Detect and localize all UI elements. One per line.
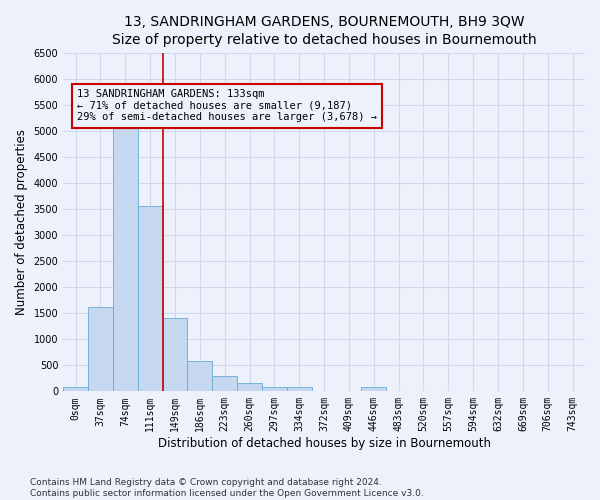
Bar: [361, 388, 386, 392]
Bar: [237, 384, 262, 392]
Bar: [138, 206, 163, 392]
Bar: [187, 360, 212, 392]
Bar: [88, 307, 113, 392]
Y-axis label: Number of detached properties: Number of detached properties: [15, 129, 28, 315]
Text: Contains HM Land Registry data © Crown copyright and database right 2024.
Contai: Contains HM Land Registry data © Crown c…: [30, 478, 424, 498]
X-axis label: Distribution of detached houses by size in Bournemouth: Distribution of detached houses by size …: [158, 437, 491, 450]
Title: 13, SANDRINGHAM GARDENS, BOURNEMOUTH, BH9 3QW
Size of property relative to detac: 13, SANDRINGHAM GARDENS, BOURNEMOUTH, BH…: [112, 15, 536, 48]
Bar: [212, 376, 237, 392]
Bar: [113, 126, 138, 392]
Bar: [63, 388, 88, 392]
Bar: [287, 388, 311, 392]
Bar: [163, 318, 187, 392]
Bar: [262, 386, 287, 392]
Text: 13 SANDRINGHAM GARDENS: 133sqm
← 71% of detached houses are smaller (9,187)
29% : 13 SANDRINGHAM GARDENS: 133sqm ← 71% of …: [77, 89, 377, 122]
